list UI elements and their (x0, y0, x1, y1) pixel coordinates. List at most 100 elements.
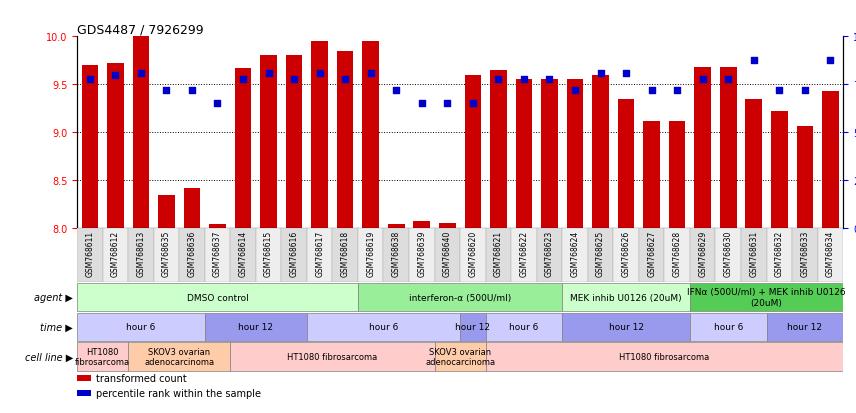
Point (109, 72, 122, 79)
Text: GSM768636: GSM768636 (187, 230, 197, 277)
Point (159, 88, 173, 94)
Bar (282, 229, 306, 282)
Text: GSM768624: GSM768624 (570, 230, 580, 277)
Text: percentile rank within the sample: percentile rank within the sample (96, 388, 261, 398)
Bar (77, 313, 205, 342)
Bar (690, 313, 767, 342)
Bar (362, 42, 379, 229)
Bar (639, 229, 664, 282)
Bar (128, 229, 153, 282)
Text: GSM768631: GSM768631 (749, 230, 758, 277)
Text: GSM768622: GSM768622 (520, 230, 528, 276)
Bar (409, 229, 435, 282)
Text: GSM768637: GSM768637 (213, 230, 222, 277)
Bar (690, 283, 843, 312)
Point (312, 70, 326, 77)
Bar (618, 100, 634, 229)
Text: hour 12: hour 12 (455, 323, 490, 332)
Bar (128, 342, 230, 371)
Text: GSM768616: GSM768616 (289, 230, 299, 277)
Point (83, 76, 97, 83)
Text: SKOV3 ovarian
adenocarcinoma: SKOV3 ovarian adenocarcinoma (144, 347, 214, 366)
Text: GSM768638: GSM768638 (392, 230, 401, 277)
Text: agent ▶: agent ▶ (34, 292, 73, 302)
Bar (205, 313, 306, 342)
Bar (767, 313, 843, 342)
Text: GSM768614: GSM768614 (239, 230, 247, 277)
Bar (256, 229, 282, 282)
Point (798, 88, 811, 94)
Bar (461, 313, 485, 342)
Bar (562, 313, 690, 342)
Text: hour 12: hour 12 (609, 323, 644, 332)
Bar (77, 342, 128, 371)
Bar (613, 229, 639, 282)
Bar (465, 76, 481, 229)
Text: GSM768617: GSM768617 (315, 230, 324, 277)
Text: GSM768640: GSM768640 (443, 230, 452, 277)
Bar (720, 68, 736, 229)
Bar (383, 229, 409, 282)
Text: GSM768628: GSM768628 (673, 230, 681, 276)
Text: hour 12: hour 12 (238, 323, 273, 332)
Text: SKOV3 ovarian
adenocarcinoma: SKOV3 ovarian adenocarcinoma (425, 347, 495, 366)
Bar (537, 229, 562, 282)
Text: GSM768633: GSM768633 (800, 230, 810, 277)
Bar (413, 221, 430, 229)
Text: GSM768632: GSM768632 (775, 230, 784, 277)
Text: GDS4487 / 7926299: GDS4487 / 7926299 (77, 23, 204, 36)
Text: IFNα (500U/ml) + MEK inhib U0126
(20uM): IFNα (500U/ml) + MEK inhib U0126 (20uM) (687, 288, 846, 307)
Point (211, 100, 224, 107)
Bar (435, 229, 461, 282)
Text: GSM768618: GSM768618 (341, 230, 350, 276)
Point (288, 76, 301, 83)
Bar (312, 42, 328, 229)
Point (670, 88, 684, 94)
Bar (797, 126, 813, 229)
Bar (588, 229, 613, 282)
Text: GSM768625: GSM768625 (596, 230, 605, 277)
Bar (690, 229, 716, 282)
Bar (388, 224, 405, 229)
Bar (771, 112, 788, 229)
Text: transformed count: transformed count (96, 373, 187, 383)
Point (491, 76, 505, 83)
Point (364, 70, 377, 77)
Point (236, 76, 250, 83)
Bar (515, 80, 532, 229)
Text: hour 12: hour 12 (788, 323, 823, 332)
Text: cell line ▶: cell line ▶ (25, 352, 73, 362)
Bar (664, 229, 690, 282)
Text: hour 6: hour 6 (509, 323, 538, 332)
Point (594, 70, 608, 77)
Bar (562, 229, 588, 282)
Text: interferon-α (500U/ml): interferon-α (500U/ml) (409, 293, 511, 302)
Bar (179, 229, 205, 282)
Point (415, 100, 429, 107)
Bar (822, 92, 839, 229)
Bar (694, 68, 711, 229)
Bar (792, 229, 817, 282)
Bar (439, 223, 455, 229)
Bar (133, 37, 149, 229)
Bar (81, 66, 98, 229)
Bar (153, 229, 179, 282)
Point (543, 76, 556, 83)
Bar (485, 342, 843, 371)
Bar (817, 229, 843, 282)
Text: GSM768615: GSM768615 (264, 230, 273, 277)
Bar (107, 64, 123, 229)
Bar (205, 229, 230, 282)
Bar (260, 56, 276, 229)
Point (338, 76, 352, 83)
Text: hour 6: hour 6 (369, 323, 398, 332)
Text: GSM768639: GSM768639 (417, 230, 426, 277)
Point (389, 88, 403, 94)
Text: HT1080 fibrosarcoma: HT1080 fibrosarcoma (288, 352, 377, 361)
Text: hour 6: hour 6 (714, 323, 743, 332)
Text: hour 6: hour 6 (126, 323, 156, 332)
Text: GSM768621: GSM768621 (494, 230, 503, 276)
Bar (567, 80, 583, 229)
Point (747, 58, 761, 64)
Point (517, 76, 531, 83)
